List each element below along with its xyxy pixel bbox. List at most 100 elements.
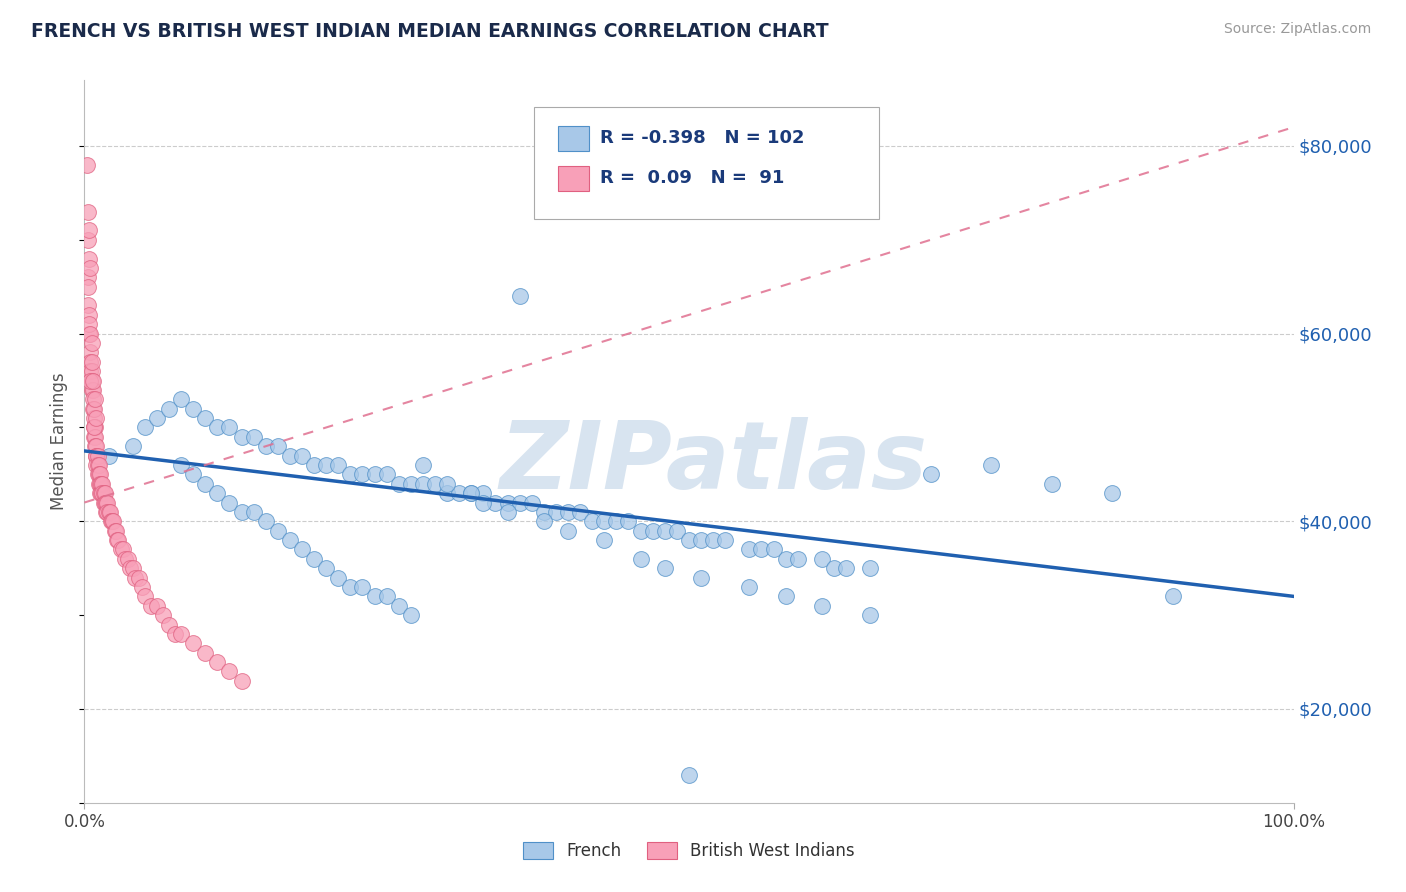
Point	[593, 514, 616, 528]
Point	[152, 608, 174, 623]
Point	[460, 486, 482, 500]
Point	[96, 495, 118, 509]
Point	[460, 486, 482, 500]
Point	[231, 505, 253, 519]
Y-axis label: Median Earnings: Median Earnings	[51, 373, 69, 510]
Point	[77, 308, 100, 322]
Point	[484, 495, 506, 509]
Point	[84, 439, 107, 453]
Point	[79, 355, 101, 369]
Point	[80, 383, 103, 397]
Point	[399, 608, 422, 623]
Point	[77, 318, 100, 332]
Point	[194, 646, 217, 660]
Point	[859, 608, 882, 623]
Point	[165, 627, 187, 641]
Point	[654, 561, 676, 575]
Point	[128, 571, 150, 585]
Point	[93, 495, 115, 509]
Legend: French, British West Indians: French, British West Indians	[516, 835, 862, 867]
Point	[94, 486, 117, 500]
Point	[121, 439, 143, 453]
Point	[80, 364, 103, 378]
Point	[98, 505, 121, 519]
Point	[83, 401, 105, 416]
Point	[218, 495, 240, 509]
Point	[509, 289, 531, 303]
Point	[181, 401, 204, 416]
Point	[86, 458, 108, 472]
Point	[859, 561, 882, 575]
Point	[104, 524, 127, 538]
Point	[104, 524, 127, 538]
Point	[103, 514, 125, 528]
Point	[980, 458, 1002, 472]
Point	[146, 599, 169, 613]
Point	[82, 392, 104, 407]
Point	[134, 590, 156, 604]
Point	[157, 617, 180, 632]
Point	[654, 524, 676, 538]
Point	[84, 420, 107, 434]
Point	[617, 514, 640, 528]
Point	[207, 486, 229, 500]
Point	[823, 561, 845, 575]
Point	[79, 260, 101, 275]
Point	[678, 533, 700, 547]
Point	[496, 505, 519, 519]
Point	[315, 561, 337, 575]
Point	[170, 627, 193, 641]
Point	[593, 533, 616, 547]
Text: FRENCH VS BRITISH WEST INDIAN MEDIAN EARNINGS CORRELATION CHART: FRENCH VS BRITISH WEST INDIAN MEDIAN EAR…	[31, 22, 828, 41]
Point	[100, 514, 122, 528]
Point	[242, 430, 264, 444]
Point	[94, 505, 117, 519]
Point	[82, 401, 104, 416]
Point	[423, 476, 446, 491]
Point	[77, 270, 100, 285]
Point	[194, 476, 217, 491]
Point	[170, 458, 193, 472]
Point	[83, 411, 105, 425]
Point	[472, 495, 495, 509]
Point	[181, 636, 204, 650]
Point	[79, 364, 101, 378]
Point	[544, 505, 567, 519]
Point	[170, 392, 193, 407]
Point	[91, 476, 114, 491]
Point	[90, 486, 112, 500]
Point	[194, 411, 217, 425]
Point	[77, 204, 100, 219]
Point	[278, 533, 301, 547]
Point	[412, 476, 434, 491]
Point	[291, 542, 314, 557]
Point	[93, 486, 115, 500]
Point	[690, 533, 713, 547]
Point	[89, 486, 111, 500]
Point	[242, 505, 264, 519]
Point	[207, 420, 229, 434]
Point	[738, 580, 761, 594]
Point	[363, 590, 385, 604]
Point	[1101, 486, 1123, 500]
Point	[107, 533, 129, 547]
Point	[77, 252, 100, 266]
Point	[436, 486, 458, 500]
Point	[328, 571, 350, 585]
Point	[835, 561, 858, 575]
Point	[811, 551, 834, 566]
Point	[83, 430, 105, 444]
Point	[131, 580, 153, 594]
Point	[533, 514, 555, 528]
Point	[94, 495, 117, 509]
Point	[641, 524, 664, 538]
Point	[86, 449, 108, 463]
Text: ZIPatlas: ZIPatlas	[499, 417, 927, 509]
Point	[775, 551, 797, 566]
Point	[83, 420, 105, 434]
Point	[86, 439, 108, 453]
Point	[630, 551, 652, 566]
Point	[509, 495, 531, 509]
Point	[751, 542, 773, 557]
Point	[339, 580, 361, 594]
